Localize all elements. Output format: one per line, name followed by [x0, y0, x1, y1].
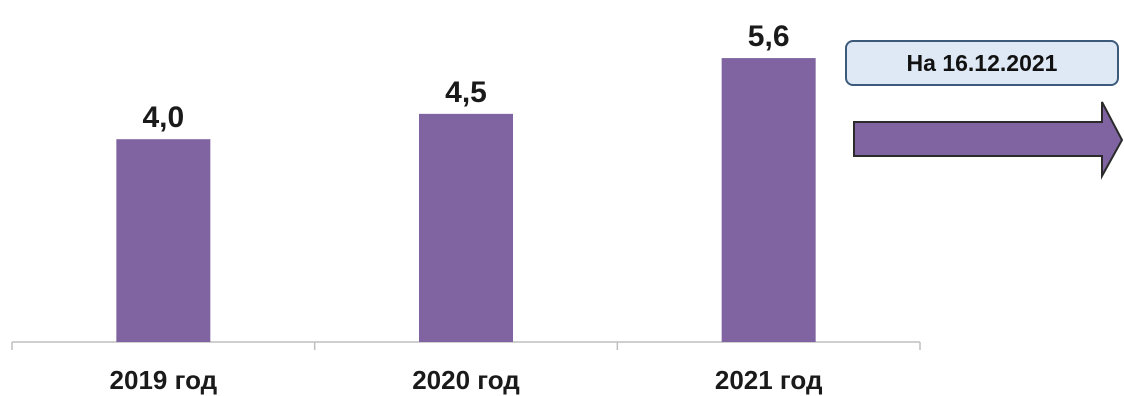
category-label: 2021 год [715, 365, 823, 395]
bar-1 [116, 139, 211, 342]
date-note-box: На 16.12.2021 [845, 40, 1119, 86]
bar-3 [721, 58, 816, 343]
bar-value-label: 4,5 [445, 76, 487, 109]
bar-value-label: 4,0 [142, 101, 184, 134]
category-label: 2019 год [110, 365, 218, 395]
bar-value-label: 5,6 [748, 20, 790, 53]
right-arrow-icon [853, 101, 1124, 180]
date-note-label: На 16.12.2021 [906, 49, 1058, 76]
category-label: 2020 год [412, 365, 520, 395]
bar-2 [419, 113, 513, 342]
